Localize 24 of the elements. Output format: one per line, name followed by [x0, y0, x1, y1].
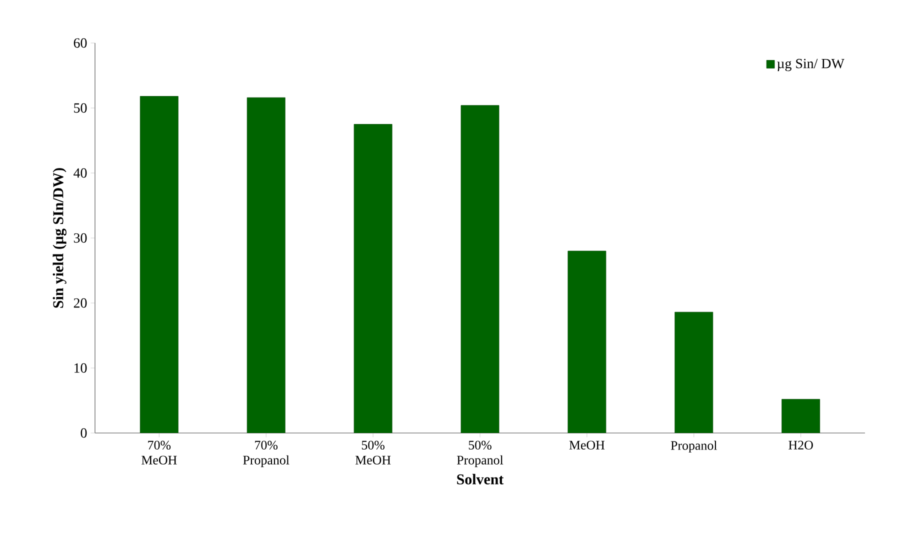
y-axis-title: Sin yield (µg SIn/DW) [52, 168, 66, 308]
y-tick-label: 0 [80, 428, 87, 438]
bar [354, 124, 392, 433]
x-tick-label: MeOH [569, 440, 605, 450]
x-tick-label: 50% Propanol [456, 440, 504, 468]
x-axis-title: Solvent [457, 474, 504, 484]
y-tick-label: 50 [74, 103, 87, 113]
y-tick-label: 30 [74, 233, 87, 243]
x-tick-label: 70% Propanol [243, 440, 290, 468]
x-tick-label: Propanol [670, 440, 718, 453]
bar [246, 97, 286, 433]
x-tick-label: H2O [788, 440, 813, 450]
y-tick-label: 20 [74, 298, 87, 308]
y-tick-label: 40 [74, 168, 87, 178]
bar [782, 399, 820, 433]
y-tick-label: 60 [74, 38, 87, 48]
x-tick-label: 70% MeOH [142, 440, 177, 464]
bar [460, 105, 500, 433]
bar [568, 250, 606, 433]
bar [140, 96, 178, 433]
x-tick-label: 50% MeOH [355, 440, 391, 464]
legend-label: µg Sin/ DW [777, 58, 844, 72]
bar [674, 312, 714, 433]
y-tick-label: 10 [74, 363, 87, 373]
